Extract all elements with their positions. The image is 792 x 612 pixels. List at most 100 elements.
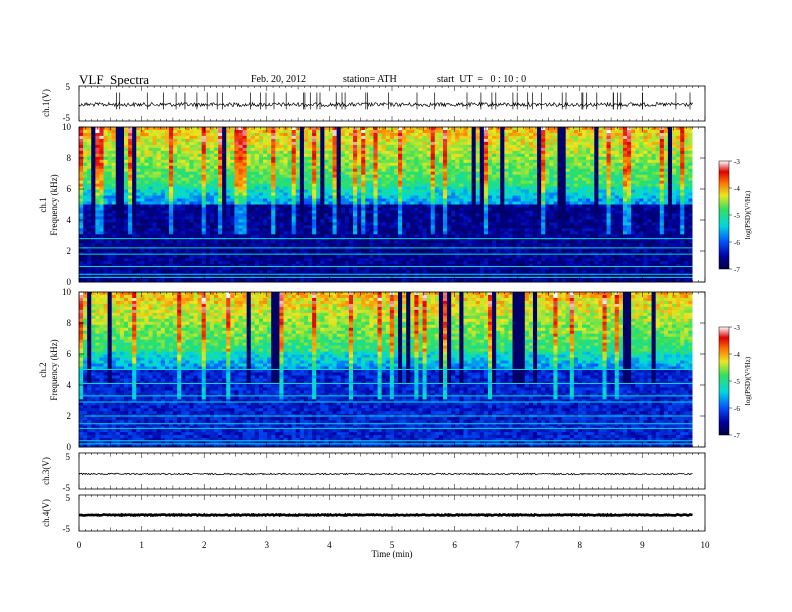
spectrogram-cell [119,129,125,134]
spectrogram-cell [357,279,362,283]
spectrogram-cell [357,141,362,146]
spectrogram-cell [455,231,460,235]
spectrogram-cell [422,210,428,214]
spectrogram-cell [443,198,448,202]
spectrogram-cell [263,201,268,205]
spectrogram-cell [426,210,432,214]
spectrogram-cell [271,204,276,208]
spectrogram-cell [152,243,158,247]
spectrogram-cell [177,231,182,235]
spectrogram-cell [79,132,84,137]
spectrogram-cell [443,210,448,214]
spectrogram-cell [459,267,464,271]
spectrogram-cell [279,171,284,176]
spectrogram-cell [152,132,158,137]
spectrogram-cell [83,129,88,134]
spectrogram-cell [148,186,154,190]
spectrogram-cell [156,132,162,137]
spectrogram-cell [222,201,227,205]
spectrogram-cell [160,174,166,179]
spectrogram-cell [389,192,395,196]
spectrogram-cell [267,267,272,271]
spectrogram-cell [328,225,333,229]
spectrogram-cell [164,171,170,176]
spectrogram-cell [115,174,121,179]
spectrogram-cell [303,147,309,152]
spectrogram-cell [177,168,182,173]
spectrogram-cell [348,264,354,268]
spectrogram-cell [324,189,329,193]
spectrogram-cell [103,162,109,167]
spectrogram-cell [353,264,358,268]
spectrogram-cell [410,180,415,185]
spectrogram-cell [402,201,407,205]
spectrogram-cell [123,207,129,211]
spectrogram-cell [353,201,358,205]
spectrogram-cell [455,189,460,193]
spectrogram-cell [148,225,154,229]
spectrogram-cell [254,204,260,208]
spectrogram-cell [197,168,203,173]
spectrogram-cell [189,189,194,193]
spectrogram-cell [168,159,174,164]
spectrogram-cell [438,144,444,149]
spectrogram-cell [320,177,325,182]
spectrogram-cell [250,219,256,223]
spectrogram-cell [173,255,178,259]
spectrogram-cell [103,135,109,140]
spectrogram-cell [189,213,194,217]
spectrogram-cell [140,228,145,232]
spectrogram-cell [299,186,305,190]
spectrogram-cell [385,159,391,164]
spectrogram-cell [361,204,366,208]
spectrogram-cell [365,228,370,232]
spectrogram-cell [128,159,133,164]
spectrogram-cell [393,135,399,140]
spectrogram-cell [173,231,178,235]
spectrogram-cell [213,225,219,229]
spectrogram-cell [316,240,321,244]
spectrogram-cell [299,189,305,193]
spectrogram-cell [119,249,125,253]
spectrogram-cell [324,153,329,158]
spectrogram-cell [267,195,272,199]
spectrogram-cell [136,261,141,265]
spectrogram-cell [308,195,313,199]
spectrogram-cell [226,213,231,217]
spectrogram-cell [418,228,423,232]
spectrogram-cell [385,153,391,158]
spectrogram-cell [393,210,399,214]
spectrogram-cell [263,177,268,182]
spectrogram-cell [103,153,109,158]
spectrogram-cell [226,201,231,205]
spectrogram-cell [389,204,395,208]
spectrogram-cell [389,156,395,161]
spectrogram-cell [185,129,190,134]
spectrogram-cell [246,279,252,283]
spectrogram-cell [144,159,149,164]
spectrogram-cell [123,165,129,170]
spectrogram-cell [83,147,88,152]
spectrogram-cell [91,207,96,211]
spectrogram-cell [185,243,190,247]
spectrogram-cell [275,219,280,223]
spectrogram-cell [299,264,305,268]
spectrogram-cell [406,165,411,170]
spectrogram-cell [418,165,423,170]
spectrogram-cell [410,144,415,149]
ch1-waveform-panel: 5 -5 ch.1(V) [41,82,706,123]
spectrogram-cell [291,195,297,199]
spectrogram-cell [197,165,203,170]
spectrogram-cell [295,198,301,202]
spectrogram-cell [291,240,297,244]
spectrogram-cell [119,162,125,167]
spectrogram-cell [91,186,96,190]
spectrogram-cell [430,141,436,146]
spectrogram-cell [205,240,211,244]
spectrogram-cell [83,258,88,262]
spectrogram-cell [393,147,399,152]
spectrogram-cell [434,168,440,173]
spectrogram-cell [344,156,350,161]
spectrogram-cell [140,156,145,161]
spectrogram-cell [218,264,223,268]
